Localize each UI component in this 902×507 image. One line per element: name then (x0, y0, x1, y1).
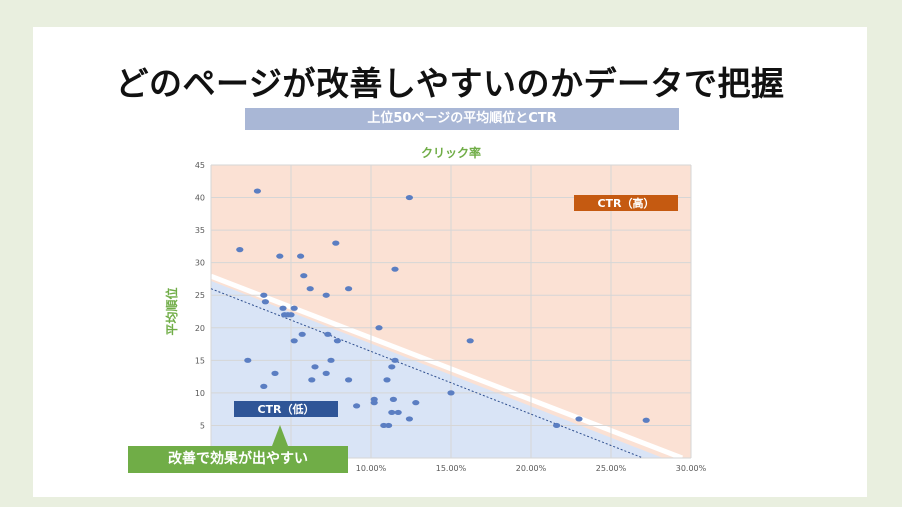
ctr-high-tag: CTR（高） (574, 195, 678, 211)
y-tick-label: 5 (200, 421, 205, 430)
data-point (405, 416, 413, 422)
data-point (553, 422, 561, 429)
data-point (311, 364, 319, 370)
slide-headline: どのページが改善しやすいのかデータで把握 (115, 64, 785, 103)
data-point (394, 409, 402, 416)
callout-label: 改善で効果が出やすい (128, 446, 348, 473)
ctr-low-tag-bg (234, 401, 338, 417)
y-tick-label: 30 (195, 259, 205, 268)
x-tick-label: 30.00% (676, 464, 707, 473)
data-point (391, 266, 399, 272)
data-point (466, 338, 474, 344)
data-point (260, 292, 268, 298)
data-point (389, 396, 397, 402)
data-point (324, 331, 332, 337)
y-tick-label: 10 (195, 389, 205, 398)
data-point (412, 400, 420, 406)
y-tick-label: 45 (195, 161, 205, 170)
y-tick-label: 35 (195, 226, 205, 235)
data-point (385, 422, 393, 429)
data-point (388, 364, 396, 370)
data-point (388, 409, 396, 416)
data-point (253, 188, 261, 194)
data-point (290, 338, 298, 344)
data-point (575, 416, 583, 422)
data-point (297, 253, 305, 259)
data-point (300, 273, 308, 279)
data-point (642, 417, 650, 423)
data-point (290, 305, 298, 311)
data-point (287, 312, 295, 318)
data-point (236, 247, 244, 253)
data-point (308, 377, 316, 383)
data-point (375, 325, 383, 331)
data-point (405, 194, 413, 201)
y-tick-label: 20 (195, 324, 205, 333)
ctr-low-tag-label: CTR（低） (257, 402, 314, 416)
data-point (391, 357, 399, 363)
data-point (261, 299, 269, 305)
callout-arrow (272, 425, 288, 446)
ctr-low-tag: CTR（低） (234, 401, 338, 417)
chart-title: クリック率 (421, 145, 481, 160)
data-point (322, 370, 330, 376)
y-tick-label: 15 (195, 356, 205, 365)
data-point (383, 377, 391, 383)
data-point (345, 377, 353, 383)
data-point (244, 357, 252, 363)
data-point (279, 305, 287, 311)
data-point (271, 370, 279, 376)
data-point (447, 390, 455, 396)
chart-subtitle-bar: 上位50ページの平均順位とCTR (245, 108, 679, 130)
x-tick-label: 10.00% (356, 464, 387, 473)
data-point (370, 400, 378, 406)
data-point (298, 331, 306, 337)
ctr-high-tag-bg (574, 195, 678, 211)
data-point (333, 338, 341, 344)
data-point (327, 357, 335, 363)
data-point (353, 403, 361, 409)
data-point (260, 383, 268, 389)
x-tick-label: 25.00% (596, 464, 627, 473)
x-tick-label: 20.00% (516, 464, 547, 473)
zone-separator (210, 273, 684, 461)
y-axis-label: 平均順位 (164, 287, 179, 335)
data-point (276, 253, 284, 259)
data-point (322, 292, 330, 298)
ctr-high-tag-label: CTR（高） (597, 196, 654, 210)
y-tick-label: 40 (195, 194, 205, 203)
data-point (332, 240, 340, 246)
y-tick-label: 25 (195, 291, 205, 300)
data-point (345, 286, 353, 292)
x-tick-label: 15.00% (436, 464, 467, 473)
data-point (306, 286, 314, 292)
